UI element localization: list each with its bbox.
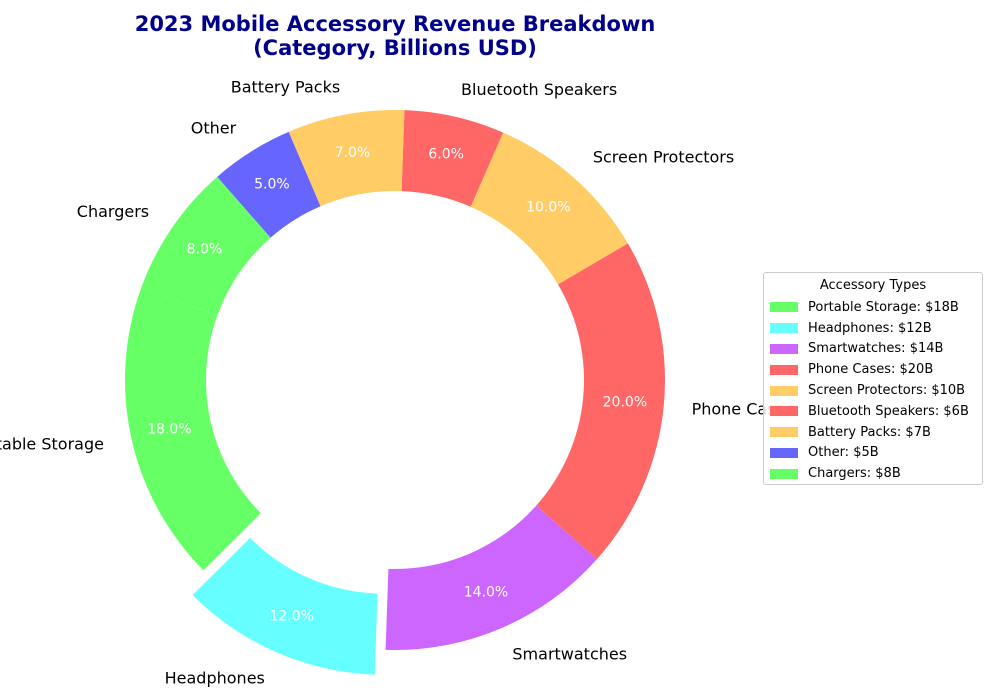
legend-item-smartwatches: Smartwatches: $14B bbox=[770, 339, 976, 360]
legend-title: Accessory Types bbox=[819, 278, 927, 293]
legend-item-screen-protectors: Screen Protectors: $10B bbox=[770, 380, 976, 401]
legend: Accessory Types Portable Storage: $18B He… bbox=[763, 272, 983, 485]
legend-item-portable-storage: Portable Storage: $18B bbox=[770, 297, 976, 318]
legend-label: Bluetooth Speakers: $6B bbox=[808, 403, 969, 419]
legend-label: Screen Protectors: $10B bbox=[808, 383, 966, 399]
category-label-smartwatches: Smartwatches bbox=[512, 644, 627, 663]
slice-battery-packs bbox=[288, 110, 405, 207]
percent-label-smartwatches: 14.0% bbox=[464, 584, 508, 600]
percent-label-phone-cases: 20.0% bbox=[603, 395, 647, 411]
legend-swatch bbox=[770, 468, 798, 479]
legend-item-other: Other: $5B bbox=[770, 443, 976, 464]
chart-title-line-2: (Category, Billions USD) bbox=[253, 36, 537, 60]
legend-label: Smartwatches: $14B bbox=[808, 341, 944, 357]
legend-swatch bbox=[770, 364, 798, 375]
legend-label: Portable Storage: $18B bbox=[808, 299, 959, 315]
percent-label-portable-storage: 18.0% bbox=[147, 422, 191, 438]
legend-item-battery-packs: Battery Packs: $7B bbox=[770, 422, 976, 443]
legend-label: Battery Packs: $7B bbox=[808, 424, 931, 440]
percent-label-bluetooth-speakers: 6.0% bbox=[428, 147, 464, 163]
category-label-headphones: Headphones bbox=[165, 668, 265, 687]
legend-label: Other: $5B bbox=[808, 445, 879, 461]
slice-other bbox=[217, 131, 321, 238]
category-label-bluetooth-speakers: Bluetooth Speakers bbox=[461, 80, 617, 99]
legend-item-chargers: Chargers: $8B bbox=[770, 463, 976, 484]
percent-label-chargers: 8.0% bbox=[187, 241, 223, 257]
slice-phone-cases bbox=[536, 243, 665, 560]
legend-swatch bbox=[770, 447, 798, 458]
slice-smartwatches bbox=[385, 505, 597, 650]
slice-headphones bbox=[192, 537, 378, 675]
category-label-screen-protectors: Screen Protectors bbox=[593, 148, 734, 167]
percent-label-screen-protectors: 10.0% bbox=[526, 199, 570, 215]
category-label-portable-storage: Portable Storage bbox=[0, 434, 104, 453]
legend-label: Headphones: $12B bbox=[808, 320, 932, 336]
legend-items: Portable Storage: $18B Headphones: $12B Sm… bbox=[770, 297, 976, 484]
legend-item-bluetooth-speakers: Bluetooth Speakers: $6B bbox=[770, 401, 976, 422]
percent-label-headphones: 12.0% bbox=[269, 608, 313, 624]
percent-label-other: 5.0% bbox=[254, 177, 290, 193]
legend-label: Chargers: $8B bbox=[808, 466, 901, 482]
percent-label-battery-packs: 7.0% bbox=[335, 145, 371, 161]
category-label-chargers: Chargers bbox=[77, 202, 149, 221]
slice-bluetooth-speakers bbox=[401, 110, 504, 207]
legend-item-headphones: Headphones: $12B bbox=[770, 318, 976, 339]
legend-swatch bbox=[770, 427, 798, 438]
legend-swatch bbox=[770, 385, 798, 396]
legend-swatch bbox=[770, 323, 798, 334]
legend-item-phone-cases: Phone Cases: $20B bbox=[770, 359, 976, 380]
slice-screen-protectors bbox=[470, 132, 628, 285]
chart-title-line-1: 2023 Mobile Accessory Revenue Breakdown bbox=[135, 12, 656, 36]
category-label-battery-packs: Battery Packs bbox=[231, 78, 340, 97]
legend-label: Phone Cases: $20B bbox=[808, 362, 934, 378]
legend-swatch bbox=[770, 406, 798, 417]
legend-swatch bbox=[770, 302, 798, 313]
slice-portable-storage bbox=[124, 287, 261, 571]
slice-chargers bbox=[141, 176, 271, 316]
category-label-other: Other bbox=[191, 118, 237, 137]
donut-slices bbox=[124, 110, 665, 675]
legend-swatch bbox=[770, 343, 798, 354]
